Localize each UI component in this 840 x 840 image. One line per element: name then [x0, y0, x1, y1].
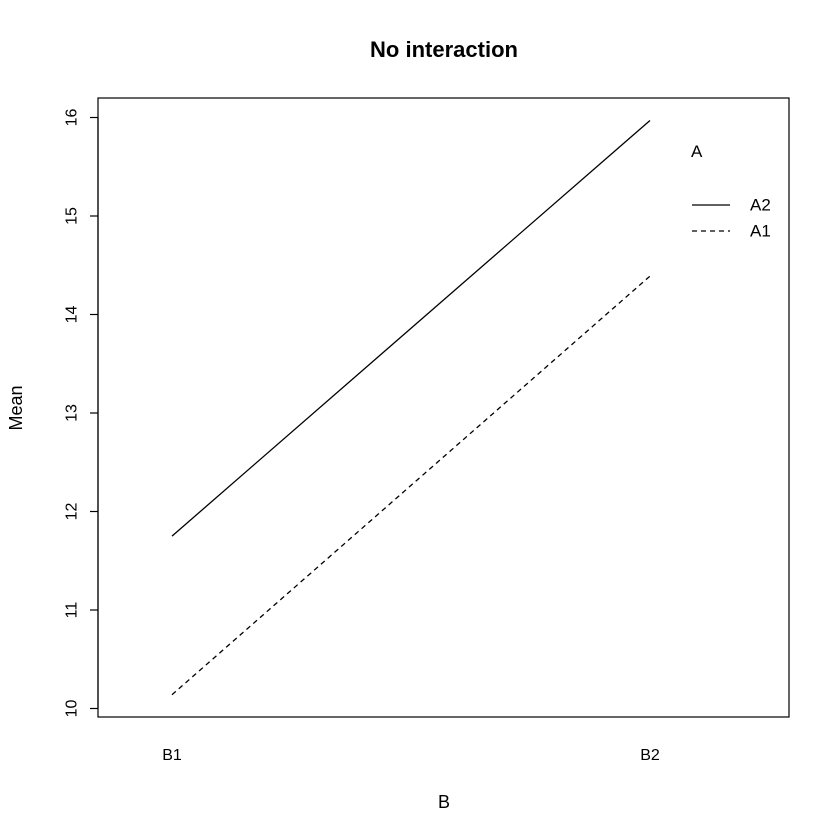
plot-frame [97, 97, 790, 718]
chart-title: No interaction [370, 37, 518, 62]
y-tick-label: 10 [64, 700, 81, 718]
y-tick-label: 15 [64, 207, 81, 225]
series-line-a1 [171, 275, 651, 696]
legend-label-a1: A1 [750, 222, 771, 241]
series-layer [171, 119, 651, 696]
y-tick-label: 13 [64, 404, 81, 422]
x-tick-label: B1 [162, 747, 182, 764]
x-tick-label: B2 [640, 747, 660, 764]
x-axis: B1 B2 [162, 747, 660, 764]
y-tick-label: 12 [64, 503, 81, 521]
y-tick-label: 11 [64, 602, 81, 619]
y-tick-label: 16 [64, 109, 81, 127]
y-tick-label: 14 [64, 306, 81, 324]
x-axis-label: B [438, 792, 450, 812]
y-axis-label: Mean [6, 385, 26, 430]
series-line-a2 [171, 119, 651, 537]
legend-title: A [691, 142, 703, 161]
legend-label-a2: A2 [750, 196, 771, 215]
y-axis: 10 11 12 13 14 15 16 [64, 109, 99, 718]
